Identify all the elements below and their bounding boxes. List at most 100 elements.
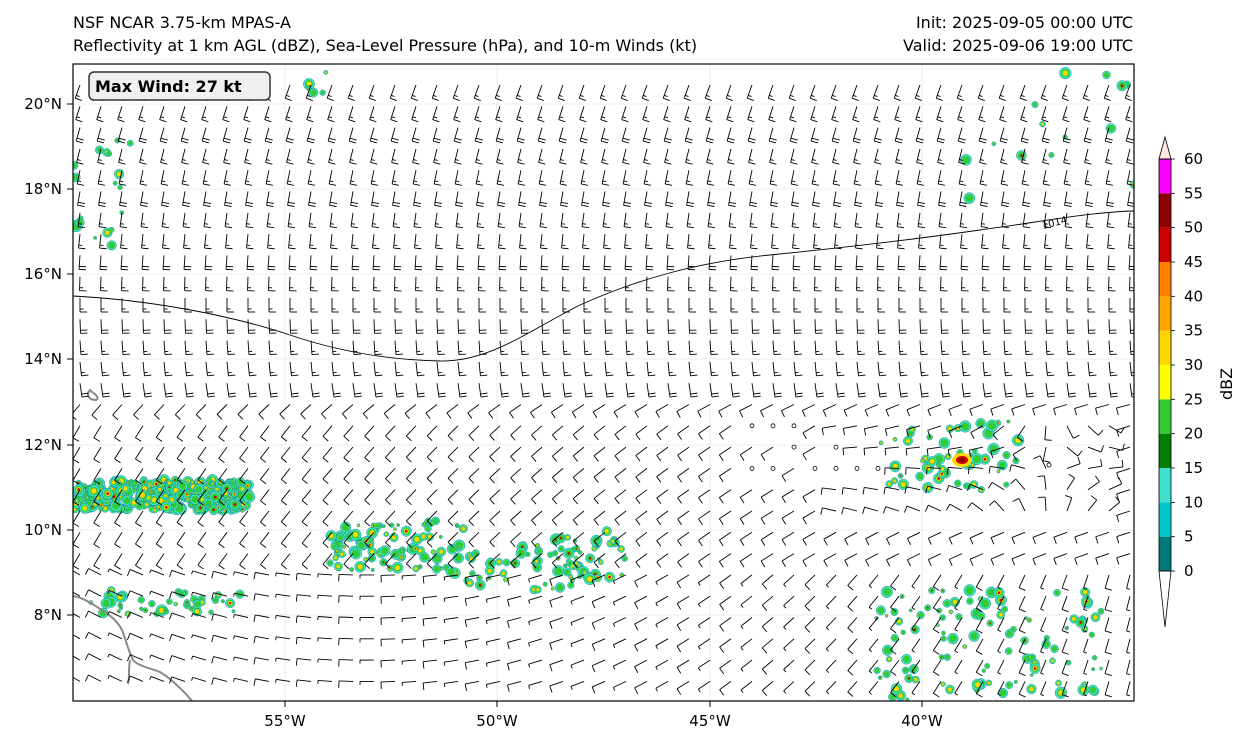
wind-barb bbox=[364, 553, 375, 570]
wind-barb bbox=[280, 553, 291, 570]
wind-barb bbox=[223, 148, 231, 165]
wind-barb bbox=[760, 553, 774, 568]
wind-barb bbox=[686, 191, 695, 207]
wind-barb bbox=[614, 531, 627, 547]
wind-barb bbox=[1108, 361, 1118, 377]
wind-barb bbox=[380, 638, 396, 647]
wind-barb bbox=[455, 212, 464, 229]
wind-barb bbox=[414, 255, 423, 271]
wind-barb bbox=[719, 595, 732, 611]
wind-barb bbox=[1116, 467, 1131, 480]
wind-barb bbox=[405, 468, 417, 484]
wind-barb bbox=[620, 84, 628, 101]
wind-barb bbox=[498, 255, 507, 271]
calm-wind-mark bbox=[812, 465, 818, 471]
wind-barb bbox=[510, 446, 522, 462]
wind-barb bbox=[868, 574, 879, 589]
wind-barb bbox=[579, 106, 587, 123]
wind-barb bbox=[422, 659, 438, 669]
wind-barb bbox=[614, 489, 627, 505]
wind-barb bbox=[159, 127, 168, 144]
wind-barb bbox=[447, 553, 459, 569]
wind-barb bbox=[979, 170, 988, 186]
wind-barb bbox=[980, 191, 989, 207]
wind-barb bbox=[688, 340, 697, 356]
wind-barb bbox=[528, 617, 543, 626]
wind-barb bbox=[997, 617, 1005, 632]
wind-barb bbox=[932, 595, 942, 613]
wind-barb bbox=[1087, 425, 1104, 436]
wind-barb bbox=[433, 170, 442, 186]
wind-barb bbox=[1023, 234, 1031, 250]
wind-barb bbox=[260, 510, 270, 527]
wind-barb bbox=[612, 680, 627, 691]
wind-barb bbox=[960, 234, 968, 250]
wind-barb bbox=[789, 106, 797, 123]
wind-barb bbox=[582, 234, 590, 250]
wind-barb bbox=[559, 148, 567, 165]
wind-barb bbox=[898, 361, 908, 377]
wind-barb bbox=[666, 234, 674, 250]
wind-barb bbox=[789, 127, 798, 144]
wind-barb bbox=[761, 595, 774, 611]
wind-barb bbox=[457, 276, 465, 292]
wind-barb bbox=[75, 106, 83, 123]
wind-barb bbox=[725, 84, 733, 101]
wind-barb bbox=[413, 191, 422, 207]
wind-barb bbox=[1024, 361, 1034, 377]
wind-barb bbox=[446, 404, 459, 419]
wind-barb bbox=[1065, 255, 1074, 271]
wind-barb bbox=[405, 531, 417, 548]
wind-barbs bbox=[73, 84, 1134, 698]
wind-barb bbox=[309, 255, 318, 271]
wind-barb bbox=[477, 234, 485, 250]
wind-barb bbox=[814, 340, 823, 356]
wind-barb bbox=[1061, 617, 1069, 634]
wind-barb bbox=[804, 638, 816, 654]
wind-barb bbox=[663, 127, 672, 144]
wind-barb bbox=[583, 340, 592, 356]
wind-barb bbox=[330, 234, 338, 250]
calm-wind-mark bbox=[791, 423, 797, 429]
wind-barb bbox=[730, 340, 739, 356]
wind-barb bbox=[310, 276, 318, 292]
wind-barb bbox=[1003, 319, 1012, 334]
wind-barb bbox=[814, 383, 824, 398]
wind-barb bbox=[73, 634, 81, 640]
wind-barb bbox=[1095, 553, 1110, 565]
wind-barb bbox=[121, 319, 130, 334]
wind-barb bbox=[163, 340, 172, 356]
wind-barb bbox=[612, 595, 627, 606]
wind-barb bbox=[149, 654, 165, 661]
wind-barb bbox=[1083, 638, 1089, 654]
lat-tick-label: 14°N bbox=[24, 350, 62, 368]
wind-barb bbox=[966, 483, 984, 491]
wind-barb bbox=[604, 319, 613, 334]
wind-barb bbox=[847, 638, 858, 655]
wind-barb bbox=[709, 383, 719, 398]
wind-barb bbox=[149, 612, 165, 618]
wind-barb bbox=[1018, 617, 1026, 634]
wind-barb bbox=[977, 84, 985, 101]
wind-barb bbox=[634, 638, 648, 652]
wind-barb bbox=[634, 574, 648, 588]
wind-barb bbox=[211, 592, 228, 600]
wind-barb bbox=[1010, 478, 1026, 490]
wind-barb bbox=[73, 425, 81, 442]
wind-barb bbox=[373, 298, 381, 313]
wind-barb bbox=[572, 510, 585, 526]
wind-barb bbox=[927, 404, 942, 417]
wind-barb bbox=[614, 468, 627, 483]
wind-barb bbox=[359, 638, 375, 643]
wind-barb bbox=[603, 255, 612, 271]
wind-barb bbox=[646, 383, 656, 398]
wind-barb bbox=[1104, 617, 1112, 634]
wind-barb bbox=[184, 319, 193, 334]
wind-barb bbox=[917, 191, 926, 207]
wind-barb bbox=[169, 633, 186, 642]
wind-barb bbox=[614, 510, 627, 526]
wind-barb bbox=[698, 553, 711, 568]
wind-barb bbox=[280, 532, 291, 548]
wind-barb bbox=[468, 553, 480, 569]
calm-wind-mark bbox=[749, 465, 755, 471]
